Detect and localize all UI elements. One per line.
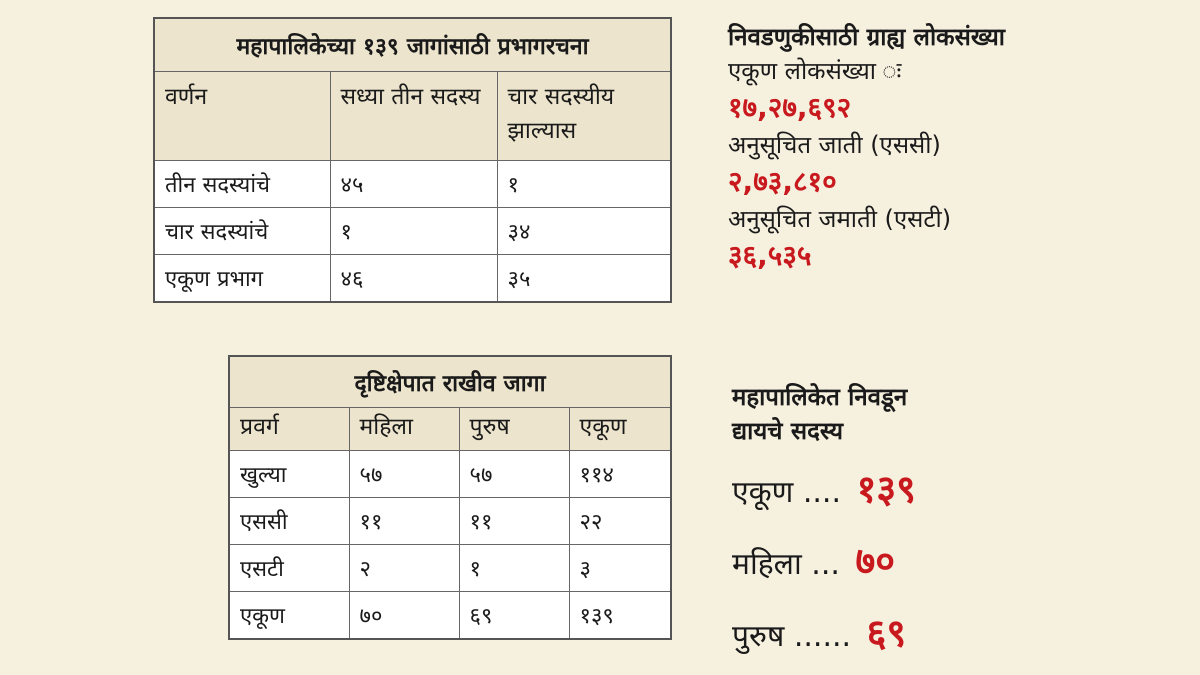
reserved-row-label: एससी: [228, 497, 350, 545]
reserved-cell: ३: [568, 544, 672, 592]
reserved-header-women: महिला: [348, 407, 460, 451]
members-heading-line2: द्यायचे सदस्य: [732, 417, 844, 445]
reserved-cell: १३९: [568, 591, 672, 640]
members-heading-line1: महापालिकेत निवडून: [732, 383, 908, 411]
reserved-seats-table: दृष्टिक्षेपात राखीव जागा प्रवर्ग महिला प…: [228, 355, 673, 640]
reserved-cell: ६९: [458, 591, 570, 640]
reserved-cell: २२: [568, 497, 672, 545]
ward-cell: ३४: [496, 207, 672, 255]
table-row: एसटी २ १ ३: [228, 544, 672, 592]
members-total-value: १३९: [856, 467, 916, 511]
reserved-cell: ५७: [348, 450, 460, 498]
ward-cell: ३५: [496, 254, 672, 303]
members-men-value: ६९: [866, 611, 907, 655]
reserved-header-category: प्रवर्ग: [228, 407, 350, 451]
table-row: खुल्या ५७ ५७ ११४: [228, 450, 672, 498]
table-row: चार सदस्यांचे १ ३४: [153, 207, 672, 255]
reserved-cell: ५७: [458, 450, 570, 498]
reserved-row-label: एकूण: [228, 591, 350, 640]
members-total-label: एकूण ....: [732, 475, 842, 510]
st-population-value: ३६,५३५: [728, 239, 812, 272]
reserved-row-label: खुल्या: [228, 450, 350, 498]
ward-row-label: तीन सदस्यांचे: [153, 160, 331, 208]
members-men-label: पुरुष ......: [732, 619, 852, 654]
reserved-cell: ११४: [568, 450, 672, 498]
reserved-cell: २: [348, 544, 460, 592]
table-row: एकूण प्रभाग ४६ ३५: [153, 254, 672, 303]
reserved-cell: ११: [348, 497, 460, 545]
reserved-header-total: एकूण: [568, 407, 672, 451]
members-panel: महापालिकेत निवडून द्यायचे सदस्य एकूण ...…: [732, 380, 1182, 664]
ward-table-title: महापालिकेच्या १३९ जागांसाठी प्रभागरचना: [153, 17, 672, 72]
st-population-label: अनुसूचित जमाती (एसटी): [728, 205, 952, 233]
members-total-row: एकूण .... १३९: [732, 458, 1182, 520]
ward-row-label: चार सदस्यांचे: [153, 207, 331, 255]
ward-header-current-three: सध्या तीन सदस्य: [329, 71, 498, 161]
members-women-row: महिला ... ७०: [732, 530, 1182, 592]
reserved-table-title: दृष्टिक्षेपात राखीव जागा: [228, 355, 672, 408]
total-population-label: एकूण लोकसंख्या ः: [728, 57, 902, 85]
members-women-label: महिला ...: [732, 547, 840, 582]
ward-cell: ४५: [329, 160, 498, 208]
reserved-header-men: पुरुष: [458, 407, 570, 451]
ward-row-label: एकूण प्रभाग: [153, 254, 331, 303]
reserved-cell: १: [458, 544, 570, 592]
ward-header-description: वर्णन: [153, 71, 331, 161]
table-row: एकूण ७० ६९ १३९: [228, 591, 672, 640]
ward-cell: ४६: [329, 254, 498, 303]
sc-population-value: २,७३,८१०: [728, 165, 837, 198]
members-men-row: पुरुष ...... ६९: [732, 602, 1182, 664]
population-heading: निवडणुकीसाठी ग्राह्य लोकसंख्या: [728, 23, 1005, 51]
table-row: तीन सदस्यांचे ४५ १: [153, 160, 672, 208]
sc-population-label: अनुसूचित जाती (एससी): [728, 131, 941, 159]
reserved-cell: ११: [458, 497, 570, 545]
reserved-row-label: एसटी: [228, 544, 350, 592]
ward-cell: १: [496, 160, 672, 208]
total-population-value: १७,२७,६९२: [728, 91, 852, 124]
members-women-value: ७०: [855, 539, 895, 583]
ward-structure-table: महापालिकेच्या १३९ जागांसाठी प्रभागरचना व…: [153, 17, 673, 303]
reserved-cell: ७०: [348, 591, 460, 640]
table-row: एससी ११ ११ २२: [228, 497, 672, 545]
ward-cell: १: [329, 207, 498, 255]
ward-header-if-four: चार सदस्यीय झाल्यास: [496, 71, 672, 161]
population-panel: निवडणुकीसाठी ग्राह्य लोकसंख्या एकूण लोकस…: [728, 20, 1188, 276]
